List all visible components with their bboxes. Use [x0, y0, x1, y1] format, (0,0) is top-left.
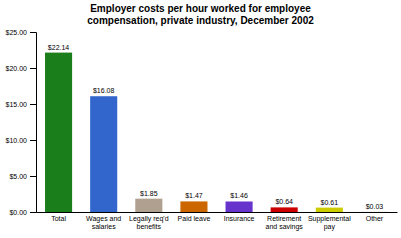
tick-mark: [30, 68, 36, 69]
tick: Supplementalpay: [308, 212, 351, 231]
tick: Total: [51, 212, 66, 222]
tick: Paid leave: [178, 212, 211, 222]
tick-label: $0.00: [9, 209, 27, 216]
tick-label: $15.00: [6, 101, 28, 108]
tick-label-line: Supplemental: [308, 215, 351, 223]
data-label: $22.14: [48, 44, 70, 51]
data-labels: $22.14 $16.08 $1.85 $1.47 $1.46 $0.64 $0.61 $0.…: [48, 44, 383, 210]
axis-line: [37, 212, 398, 213]
data-label: $16.08: [93, 87, 115, 94]
tick-label: $5.00: [9, 173, 27, 180]
data-label: $1.47: [185, 192, 203, 199]
tick-label: Paid leave: [178, 215, 211, 222]
plot: $0.00 $5.00 $10.00 $15.00 $20.00 $25.00 Total W…: [6, 29, 398, 231]
bar: [45, 53, 72, 212]
tick: Legally req'dbenefits: [129, 212, 169, 230]
data-label: $0.61: [321, 199, 339, 206]
bar: [361, 211, 388, 212]
tick-label: Insurance: [224, 215, 255, 222]
tick: Retirementand savings: [266, 212, 304, 231]
bar: [135, 199, 162, 212]
tick-label: Other: [366, 215, 384, 222]
tick-mark: [30, 212, 36, 213]
title-line: compensation, private industry, December…: [87, 15, 314, 26]
data-label: $1.46: [230, 192, 248, 199]
tick-mark: [30, 176, 36, 177]
tick-label-line: Wages and: [86, 215, 121, 223]
title: Employer costs per hour worked for emplo…: [87, 3, 314, 26]
data-label: $0.03: [366, 203, 384, 210]
tick-label: Supplementalpay: [308, 215, 351, 231]
tick-label: Retirementand savings: [266, 215, 304, 231]
tick: $0.00: [9, 209, 36, 216]
tick-label-line: pay: [324, 223, 336, 231]
tick-mark: [30, 140, 36, 141]
bar: [226, 201, 253, 212]
bars: [45, 53, 388, 212]
bar: [271, 207, 298, 212]
axis-line: [30, 33, 37, 213]
x-axis: Total Wages andsalaries Legally req'dbenef…: [37, 212, 398, 231]
tick: $5.00: [9, 173, 36, 180]
tick-mark: [30, 104, 36, 105]
chart: Employer costs per hour worked for emplo…: [0, 0, 401, 238]
y-axis: $0.00 $5.00 $10.00 $15.00 $20.00 $25.00: [6, 29, 37, 216]
title-line: Employer costs per hour worked for emplo…: [90, 3, 311, 14]
data-label: $1.85: [140, 190, 158, 197]
tick-label-line: Paid leave: [178, 215, 211, 222]
tick-label-line: benefits: [137, 223, 162, 230]
tick-label-line: Retirement: [267, 215, 301, 222]
data-label: $0.64: [275, 198, 293, 205]
tick-label-line: and savings: [266, 223, 304, 231]
tick: $25.00: [6, 29, 36, 36]
tick-label-line: Other: [366, 215, 384, 222]
tick-label-line: Legally req'd: [129, 215, 169, 223]
tick-label: $20.00: [6, 65, 28, 72]
tick-label-line: Insurance: [224, 215, 255, 222]
tick-label: Total: [51, 215, 66, 222]
tick-label: $10.00: [6, 137, 28, 144]
tick: Other: [366, 212, 384, 222]
bar: [316, 208, 343, 212]
tick: $20.00: [6, 65, 36, 72]
bar: [90, 96, 117, 212]
tick: Wages andsalaries: [86, 212, 121, 230]
tick-label: Legally req'dbenefits: [129, 215, 169, 230]
tick: Insurance: [224, 212, 255, 222]
tick-label: $25.00: [6, 29, 28, 36]
tick: $15.00: [6, 101, 36, 108]
tick-label-line: salaries: [92, 223, 117, 230]
bar: [180, 201, 207, 212]
tick-label-line: Total: [51, 215, 66, 222]
tick: $10.00: [6, 137, 36, 144]
tick-mark: [30, 32, 36, 33]
tick-label: Wages andsalaries: [86, 215, 121, 230]
